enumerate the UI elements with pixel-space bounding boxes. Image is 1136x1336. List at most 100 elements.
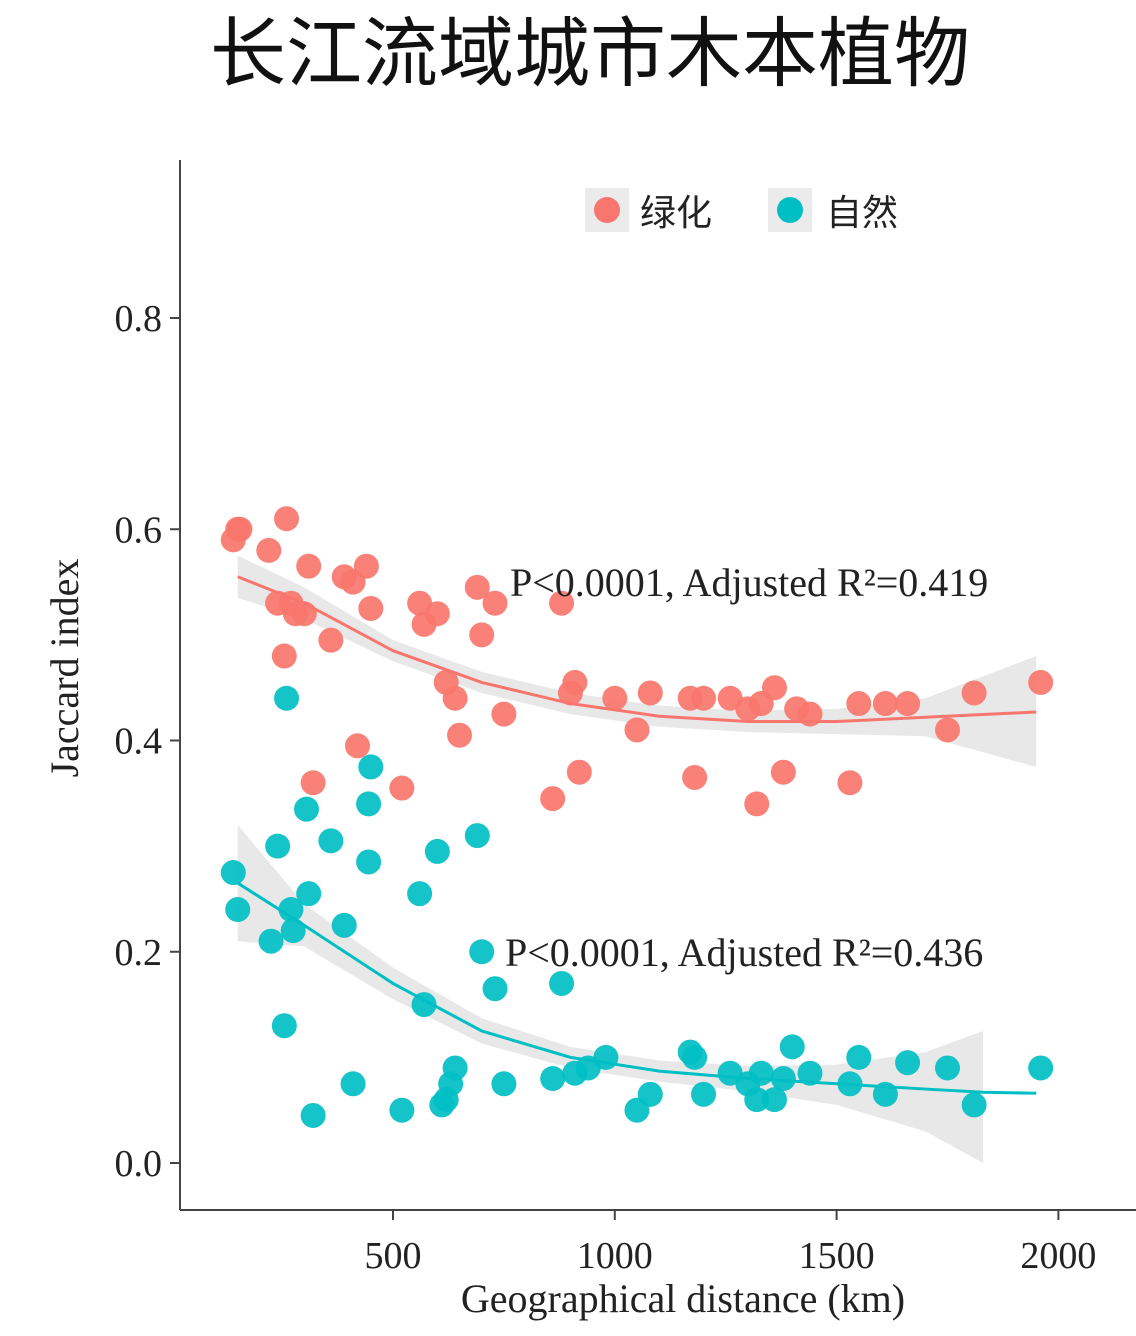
point-natural	[682, 1044, 708, 1070]
confidence-band-greening	[237, 555, 1037, 767]
point-greening	[549, 590, 575, 616]
point-natural	[748, 1060, 774, 1086]
data-points	[220, 506, 1054, 1128]
y-tick-label: 0.2	[115, 932, 163, 974]
y-axis-label: Jaccard index	[42, 559, 87, 778]
point-greening	[424, 601, 450, 627]
legend-key-natural	[777, 197, 803, 223]
point-greening	[389, 775, 415, 801]
point-natural	[296, 881, 322, 907]
legend-label-natural: 自然	[826, 193, 898, 234]
point-greening	[691, 685, 717, 711]
point-greening	[227, 516, 253, 542]
point-natural	[540, 1066, 566, 1091]
point-natural	[340, 1071, 366, 1097]
y-tick-label: 0.0	[115, 1143, 163, 1185]
y-tick-label: 0.8	[115, 298, 163, 340]
fit-line-greening	[237, 575, 1037, 723]
x-axis-ticks: 500 1000 1500 2000	[365, 1210, 1096, 1277]
chart-title: 长江流域城市木本植物	[210, 9, 970, 98]
point-natural	[225, 897, 251, 922]
point-natural	[637, 1081, 663, 1107]
point-natural	[846, 1044, 872, 1070]
fit-annotation-greening: P<0.0001, Adjusted R²=0.419	[510, 560, 988, 605]
point-natural	[424, 838, 450, 864]
point-natural	[278, 897, 304, 922]
point-greening	[256, 537, 282, 563]
x-axis-label: Geographical distance (km)	[461, 1276, 905, 1321]
point-greening	[491, 701, 517, 727]
point-greening	[624, 717, 650, 743]
point-greening	[761, 675, 787, 701]
point-greening	[464, 574, 490, 600]
point-greening	[271, 643, 297, 669]
point-natural	[293, 796, 319, 822]
point-greening	[442, 685, 468, 711]
point-natural	[271, 1013, 297, 1039]
y-tick-label: 0.6	[115, 509, 163, 551]
point-greening	[846, 691, 872, 717]
point-greening	[895, 691, 921, 717]
point-natural	[491, 1071, 517, 1097]
point-natural	[389, 1097, 415, 1123]
point-natural	[442, 1055, 468, 1081]
y-axis-ticks: 0.0 0.2 0.4 0.6 0.8	[115, 298, 180, 1185]
point-natural	[744, 1087, 770, 1113]
point-natural	[331, 912, 357, 938]
fit-annotation-natural: P<0.0001, Adjusted R²=0.436	[505, 930, 983, 975]
point-greening	[318, 627, 344, 653]
point-natural	[358, 754, 384, 780]
point-natural	[469, 939, 495, 965]
x-tick-label: 1500	[799, 1235, 875, 1277]
point-greening	[566, 759, 592, 785]
point-natural	[265, 833, 291, 859]
point-natural	[549, 970, 575, 996]
point-greening	[961, 680, 987, 706]
point-greening	[1028, 669, 1054, 695]
point-natural	[770, 1066, 796, 1091]
point-natural	[961, 1092, 987, 1118]
point-greening	[291, 601, 317, 627]
point-natural	[797, 1060, 823, 1086]
x-tick-label: 2000	[1020, 1235, 1096, 1277]
confidence-bands	[237, 555, 1037, 1163]
point-natural	[356, 849, 382, 875]
point-greening	[935, 717, 960, 743]
point-greening	[744, 791, 770, 817]
point-greening	[296, 553, 322, 579]
point-greening	[562, 669, 588, 695]
point-natural	[407, 881, 433, 907]
point-greening	[837, 770, 863, 796]
confidence-band-natural	[237, 825, 983, 1163]
point-greening	[300, 770, 326, 796]
point-greening	[482, 590, 508, 616]
point-greening	[274, 506, 300, 532]
legend: 绿化 自然	[585, 188, 898, 234]
point-natural	[300, 1102, 326, 1128]
point-greening	[353, 553, 379, 579]
point-natural	[280, 918, 306, 944]
point-natural	[318, 828, 344, 854]
point-natural	[761, 1087, 787, 1113]
point-natural	[274, 685, 300, 711]
point-greening	[637, 680, 663, 706]
point-natural	[220, 860, 246, 886]
point-natural	[691, 1081, 717, 1107]
x-tick-label: 1000	[577, 1235, 653, 1277]
y-tick-label: 0.4	[115, 721, 163, 763]
point-natural	[1028, 1055, 1054, 1081]
point-natural	[356, 791, 382, 817]
point-natural	[482, 976, 508, 1002]
x-tick-label: 500	[365, 1235, 422, 1277]
point-greening	[447, 722, 473, 748]
point-natural	[895, 1050, 921, 1076]
point-greening	[770, 759, 796, 785]
point-natural	[779, 1034, 805, 1060]
point-greening	[345, 733, 371, 759]
point-natural	[935, 1055, 960, 1081]
point-natural	[593, 1044, 619, 1070]
point-natural	[258, 928, 284, 954]
point-natural	[464, 823, 490, 849]
legend-label-greening: 绿化	[640, 193, 712, 234]
